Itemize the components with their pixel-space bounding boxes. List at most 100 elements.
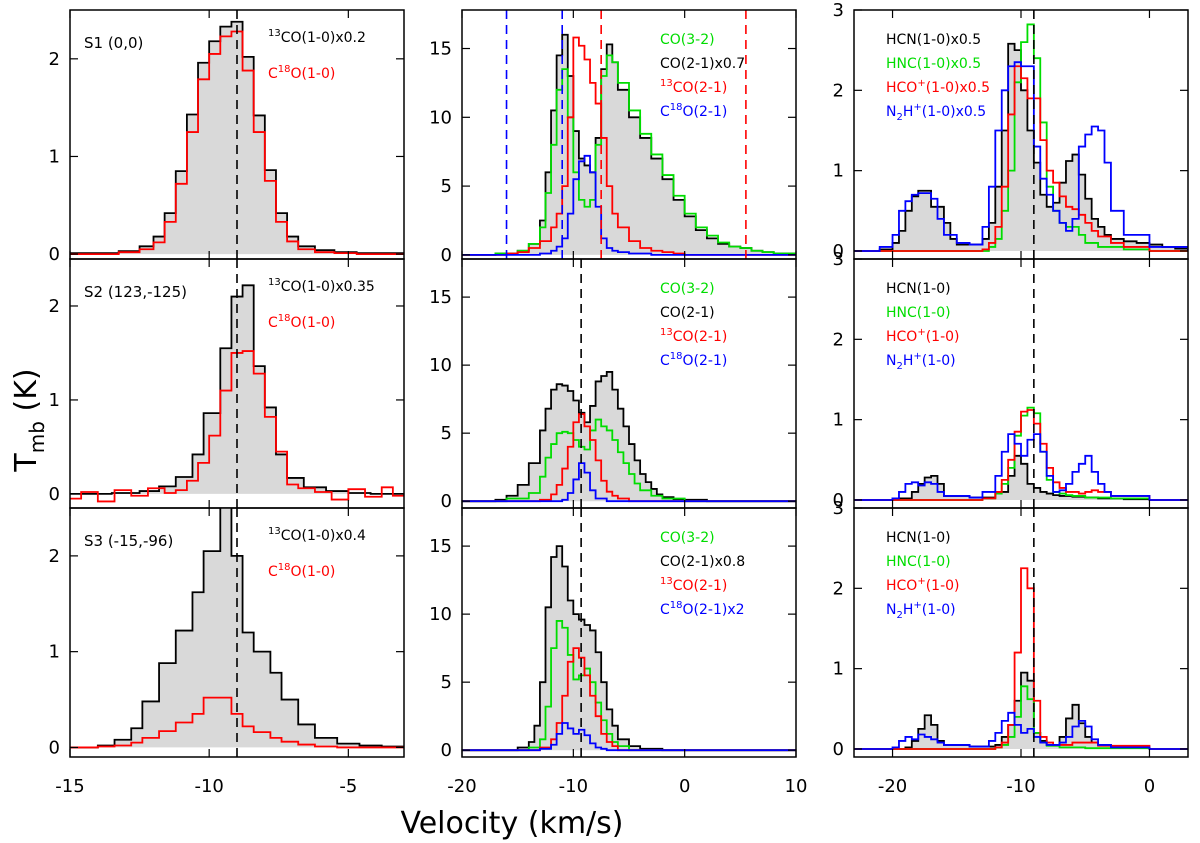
series-line [854, 61, 1188, 252]
legend-entry: CO(3-2) [660, 32, 715, 48]
legend-entry: 13CO(1-0)x0.4 [268, 526, 366, 544]
y-axis-title: Tmb (K) [9, 368, 49, 472]
legend-entry: HCO+(1-0) [886, 576, 960, 594]
y-tick-label: 0 [441, 245, 452, 266]
legend-entry: 13CO(2-1) [660, 78, 727, 96]
legend-entry: C18O(2-1) [660, 102, 727, 120]
panel-s2-col1: 0 1 2 S2 (123,-125) 13CO(1-0)x0.35 C18O(1-0) [49, 258, 405, 509]
y-tick-label: 1 [49, 146, 60, 167]
y-tick-label: 0 [49, 484, 60, 505]
legend-entry: C18O(1-0) [268, 64, 335, 82]
x-tick-label: -5 [339, 776, 357, 797]
legend-entry: 13CO(2-1) [660, 327, 727, 345]
legend-entry: N2H+(1-0) [886, 351, 956, 372]
legend-entry: C18O(1-0) [268, 562, 335, 580]
legend-entry: HNC(1-0) [886, 554, 951, 570]
panel-frame [461, 507, 797, 758]
y-tick-label: 10 [429, 355, 452, 376]
plot-area [462, 259, 796, 508]
series-line [462, 620, 796, 752]
source-label: S1 (0,0) [84, 34, 143, 52]
x-axis-title: Velocity (km/s) [401, 806, 624, 841]
legend-entry: CO(2-1) [660, 305, 715, 321]
y-tick-label: 2 [49, 296, 60, 317]
legend-entry: CO(2-1)x0.8 [660, 554, 745, 570]
area-fill [70, 285, 404, 494]
panel-s2-col2: 0 5 10 15 CO(3-2) CO(2-1) 13CO(2-1) C18O(2-1) [429, 258, 797, 512]
y-tick-label: 1 [833, 659, 844, 680]
series-line [854, 65, 1188, 252]
x-tick-label: -10 [194, 776, 223, 797]
y-tick-label: 2 [833, 80, 844, 101]
series-line [462, 647, 796, 752]
legend-entry: C18O(2-1) [660, 351, 727, 369]
area-fill [462, 546, 796, 751]
series-line [70, 696, 404, 749]
legend-entry: N2H+(1-0)x0.5 [886, 102, 986, 123]
legend-entry: N2H+(1-0) [886, 600, 956, 621]
series-line [854, 671, 1188, 750]
plot-area [854, 259, 1188, 508]
legend-entry: C18O(2-1)x2 [660, 600, 745, 618]
legend-entry: HCN(1-0) [886, 281, 951, 297]
series-line [854, 567, 1188, 750]
plot-area [70, 10, 404, 259]
panel-s1-col2: 0 5 10 15 CO(3-2) CO(2-1)x0.7 13CO(2-1) C18O(2-… [429, 9, 797, 266]
y-tick-label: 1 [833, 410, 844, 431]
y-tick-label: 15 [429, 39, 452, 60]
legend-entry: HNC(1-0) [886, 305, 951, 321]
series-line [70, 284, 404, 495]
y-tick-label: 0 [441, 740, 452, 761]
x-tick-label: -10 [1006, 776, 1035, 797]
plot-area [70, 508, 404, 757]
legend-entry: 13CO(1-0)x0.35 [268, 277, 375, 295]
plot-area [854, 508, 1188, 757]
panel-s1-col1: 0 1 2 S1 (0,0) 13CO(1-0)x0.2 C18O(1-0) [49, 9, 405, 265]
y-tick-label: 2 [49, 546, 60, 567]
legend-entry: HCN(1-0)x0.5 [886, 32, 981, 48]
series-line [462, 413, 796, 503]
series-line [70, 30, 404, 256]
series-line [462, 154, 796, 256]
y-tick-label: 0 [833, 739, 844, 760]
series-line [462, 36, 796, 256]
x-tick-label: 0 [1144, 776, 1155, 797]
series-line [70, 508, 404, 749]
series-line [462, 54, 796, 256]
y-tick-label: 1 [49, 390, 60, 411]
panel-frame [69, 507, 405, 758]
series-line [462, 418, 796, 503]
y-tick-label: 1 [49, 642, 60, 663]
panel-s3-col3: -20 -10 0 0 1 2 3 HCN(1-0) HNC(1-0) HCO+(1-0) N2H+… [833, 498, 1189, 797]
legend-entry: CO(3-2) [660, 281, 715, 297]
legend-entry: 13CO(2-1) [660, 576, 727, 594]
x-tick-label: -10 [559, 776, 588, 797]
y-tick-label: 3 [833, 0, 844, 21]
y-tick-label: 3 [833, 249, 844, 270]
panel-s2-col3: 0 1 2 3 HCN(1-0) HNC(1-0) HCO+(1-0) N2H+(1-0) [833, 249, 1189, 511]
y-tick-label: 10 [429, 604, 452, 625]
series-line [70, 20, 404, 255]
series-line [854, 711, 1188, 750]
y-tick-label: 1 [833, 161, 844, 182]
y-tick-label: 2 [833, 329, 844, 350]
y-tick-label: 5 [441, 176, 452, 197]
panel-s1-col3: 0 1 2 3 HCN(1-0)x0.5 HNC(1-0)x0.5 HCO+(1-0)x0.… [833, 0, 1189, 262]
y-tick-label: 0 [833, 241, 844, 262]
series-line [854, 433, 1188, 501]
y-tick-label: 2 [833, 578, 844, 599]
area-fill [854, 43, 1188, 251]
y-tick-label: 0 [833, 490, 844, 511]
y-tick-label: 10 [429, 107, 452, 128]
y-tick-label: 5 [441, 423, 452, 444]
y-tick-label: 2 [49, 49, 60, 70]
y-tick-label: 0 [49, 244, 60, 265]
x-tick-label: 10 [785, 776, 808, 797]
x-tick-label: -20 [878, 776, 907, 797]
series-line [462, 371, 796, 503]
series-line [462, 722, 796, 752]
y-tick-label: 5 [441, 672, 452, 693]
series-line [462, 462, 796, 503]
legend-entry: CO(3-2) [660, 530, 715, 546]
